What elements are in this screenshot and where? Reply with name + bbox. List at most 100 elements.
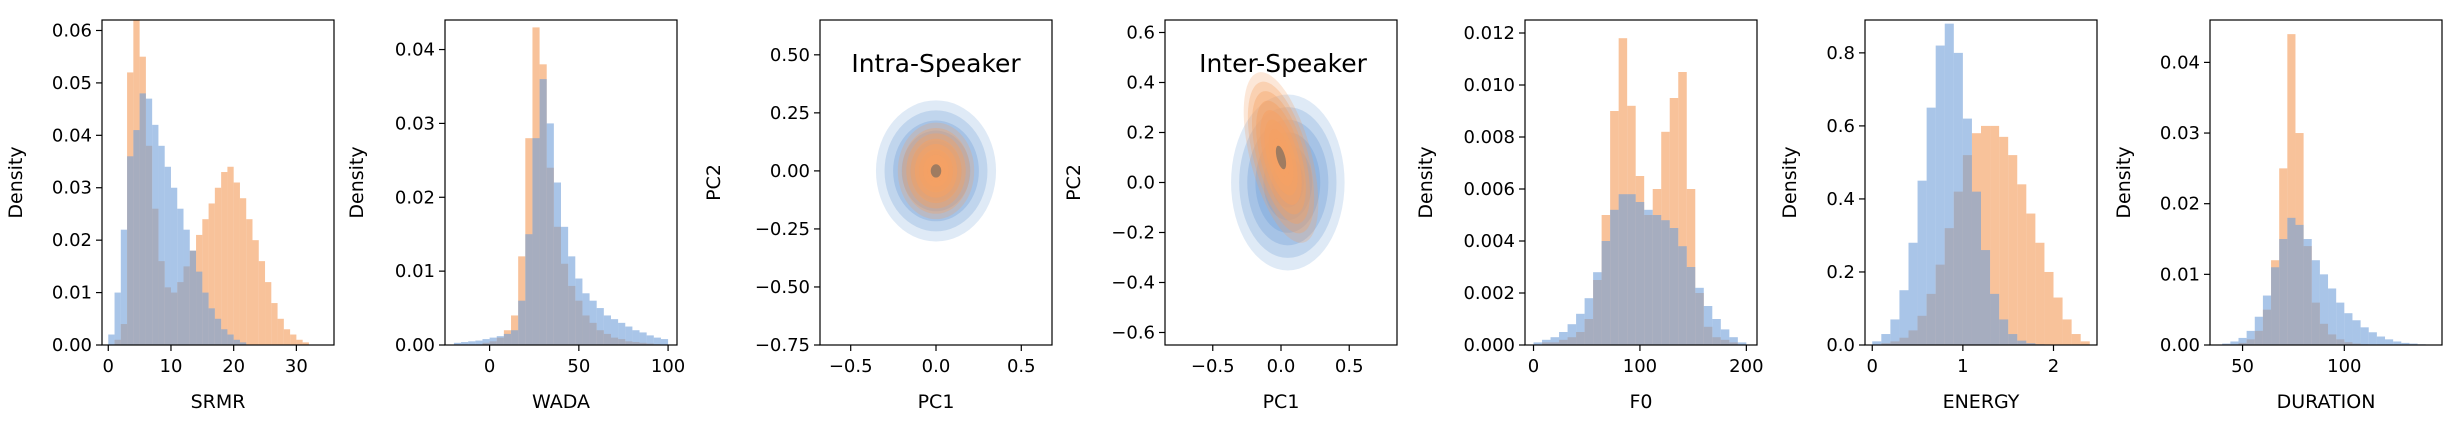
panel-srmr: 0 10 20 30 0.00 0.01 0.02 0.03 0.04 0.05 0.06 SRMR… <box>5 19 335 413</box>
hist-bar-blue <box>589 300 597 345</box>
hist-bar-orange <box>233 182 240 345</box>
panel-energy-xlabel: ENERGY <box>1943 391 2020 413</box>
hist-bar-blue <box>511 330 519 345</box>
hist-bar-blue <box>2319 274 2329 345</box>
hist-bar-blue <box>177 208 184 345</box>
panel-inter-speaker-ticks: −0.5 0.0 0.5 −0.6 −0.4 −0.2 0.0 0.2 0.4 0.6 <box>1111 23 1363 378</box>
x-tick-label: 0 <box>1528 356 1539 377</box>
panel-inter-speaker-title: Inter-Speaker <box>1199 49 1368 78</box>
hist-bar-blue <box>1576 313 1585 345</box>
hist-bar-blue <box>503 333 512 345</box>
x-tick-label: 0.0 <box>922 356 951 377</box>
hist-bar-orange <box>2044 271 2054 345</box>
panel-inter-speaker-marks <box>1231 72 1345 271</box>
hist-bar-orange <box>252 240 259 345</box>
x-tick-label: 100 <box>1623 356 1657 377</box>
hist-bar-blue <box>233 339 240 345</box>
hist-bar-blue <box>1926 107 1936 345</box>
panel-inter-speaker-ylabel: PC2 <box>1063 164 1085 201</box>
y-tick-label: 0.02 <box>52 230 92 251</box>
hist-bar-blue <box>2344 313 2353 345</box>
hist-bar-blue <box>1917 180 1927 345</box>
hist-bar-blue <box>1971 191 1981 345</box>
hist-bar-blue <box>2328 288 2337 345</box>
y-tick-label: 0.00 <box>52 335 92 356</box>
hist-bar-blue <box>196 271 203 345</box>
y-tick-label: 0.6 <box>1126 23 1155 44</box>
hist-bar-blue <box>2311 260 2320 345</box>
y-tick-label: 0.8 <box>1826 43 1855 64</box>
y-tick-label: 0.4 <box>1126 73 1155 94</box>
y-tick-label: 0.06 <box>52 20 92 41</box>
panel-energy-ticks: 0 1 2 0.0 0.2 0.4 0.6 0.8 <box>1826 43 2059 377</box>
hist-bar-blue <box>1944 23 1954 345</box>
panel-intra-speaker-ticks: −0.5 0.0 0.5 −0.75 −0.50 −0.25 0.00 0.25 0.50 <box>755 45 1036 377</box>
x-tick-label: 30 <box>285 356 308 377</box>
hist-bar-blue <box>1593 272 1602 345</box>
hist-bar-blue <box>1712 319 1721 345</box>
hist-bar-blue <box>2368 332 2377 345</box>
x-tick-label: 0.5 <box>1007 356 1036 377</box>
panel-intra-speaker: −0.5 0.0 0.5 −0.75 −0.50 −0.25 0.00 0.25 0.50 In… <box>703 19 1053 413</box>
hist-bar-blue <box>158 145 165 345</box>
hist-bar-blue <box>208 308 215 345</box>
panel-energy: 0 1 2 0.0 0.2 0.4 0.6 0.8 ENERGY Density <box>1779 19 2098 413</box>
x-tick-label: 0 <box>484 356 495 377</box>
y-tick-label: −0.2 <box>1111 223 1155 244</box>
hist-bar-blue <box>2271 267 2280 345</box>
hist-bar-blue <box>2303 239 2312 345</box>
hist-bar-blue <box>2222 343 2231 345</box>
y-tick-label: −0.25 <box>755 219 810 240</box>
x-tick-label: 100 <box>651 356 685 377</box>
y-tick-label: 0.02 <box>2160 194 2200 215</box>
hist-bar-orange <box>208 203 215 345</box>
y-tick-label: 0.000 <box>1463 335 1515 356</box>
hist-bar-orange <box>1990 125 2000 345</box>
hist-bar-blue <box>1601 241 1611 345</box>
hist-bar-blue <box>1644 209 1653 345</box>
hist-bar-blue <box>1652 215 1662 345</box>
hist-bar-blue <box>1635 202 1645 345</box>
hist-bar-blue <box>2376 336 2386 345</box>
hist-bar-blue <box>214 318 222 345</box>
hist-bar-blue <box>221 329 228 345</box>
hist-bar-blue <box>1678 246 1687 345</box>
hist-bar-blue <box>553 182 561 345</box>
x-tick-label: −0.5 <box>829 356 873 377</box>
hist-bar-blue <box>1737 342 1747 345</box>
hist-bar-blue <box>133 130 140 345</box>
hist-bar-blue <box>1584 298 1594 345</box>
hist-bar-orange <box>2008 155 2018 345</box>
y-tick-label: 0.03 <box>2160 123 2200 144</box>
panel-wada-marks <box>453 27 669 345</box>
y-tick-label: −0.6 <box>1111 323 1155 344</box>
hist-bar-blue <box>482 339 490 345</box>
hist-bar-blue <box>660 339 669 345</box>
y-tick-label: 0.01 <box>52 283 92 304</box>
panel-duration-marks <box>2222 34 2426 345</box>
hist-bar-orange <box>221 172 228 345</box>
hist-bar-blue <box>139 93 146 345</box>
hist-bar-orange <box>2026 213 2036 345</box>
hist-bar-orange <box>2071 334 2081 345</box>
hist-bar-blue <box>539 79 547 345</box>
hist-bar-blue <box>108 334 115 345</box>
y-tick-label: 0.00 <box>770 161 810 182</box>
hist-bar-blue <box>2230 341 2239 345</box>
hist-bar-orange <box>2035 242 2045 345</box>
y-tick-label: 0.50 <box>770 45 810 66</box>
panel-srmr-frame <box>101 19 335 346</box>
x-tick-label: 200 <box>1729 356 1763 377</box>
panel-wada-xlabel: WADA <box>532 391 590 413</box>
hist-bar-blue <box>625 326 633 345</box>
hist-bar-blue <box>1533 342 1543 345</box>
hist-bar-blue <box>1695 287 1704 345</box>
y-tick-label: 0.05 <box>52 73 92 94</box>
hist-bar-blue <box>653 337 661 345</box>
hist-bar-blue <box>1610 209 1619 345</box>
y-tick-label: 0.002 <box>1463 283 1515 304</box>
hist-bar-blue <box>1890 319 1900 345</box>
hist-bar-orange <box>302 342 309 345</box>
hist-bar-blue <box>2262 295 2272 345</box>
hist-bar-blue <box>1618 194 1628 345</box>
